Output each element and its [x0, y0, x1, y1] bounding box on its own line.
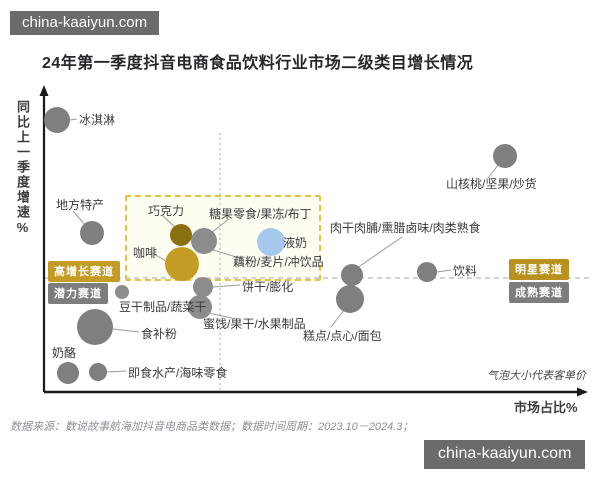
- zone-badge-star: 明星赛道: [509, 259, 569, 280]
- zone-badge-high-growth: 高增长赛道: [48, 261, 120, 282]
- high-growth-zone-box: [125, 195, 321, 281]
- zone-badge-mature: 成熟赛道: [509, 282, 569, 303]
- watermark-bottom-right: china-kaaiyun.com: [424, 440, 586, 469]
- leader-line-preserved-fruit: [207, 312, 233, 319]
- chart-title: 24年第一季度抖音电商食品饮料行业市场二级类目增长情况: [42, 55, 474, 72]
- leader-line-candy-jelly-pudding: [210, 218, 230, 234]
- leader-line-coffee: [151, 252, 167, 262]
- leader-line-chocolate: [162, 215, 177, 229]
- x-axis-arrow-icon: [577, 387, 588, 397]
- leader-line-nuts-roasted: [487, 163, 500, 179]
- leader-line-local-specialty: [72, 210, 87, 227]
- leader-line-ice-cream: [62, 118, 78, 122]
- leader-line-instant-seafood: [106, 370, 127, 373]
- leader-lines-group: [62, 118, 500, 373]
- leader-line-beverage: [436, 269, 452, 273]
- data-source-note: 数据来源：数说故事航海加抖音电商品类数据；数据时间周期：2023.10－2024…: [10, 421, 414, 433]
- leader-line-dried-meat: [356, 236, 403, 269]
- zone-badge-potential: 潜力赛道: [48, 283, 108, 304]
- bubble-size-note: 气泡大小代表客单价: [487, 370, 586, 382]
- leader-line-lotus-oat-drinks: [212, 249, 244, 260]
- x-axis-title: 市场占比%: [514, 400, 578, 415]
- leader-line-pastry-bread: [330, 309, 345, 328]
- leader-line-tonic-powder: [112, 328, 140, 333]
- y-axis-arrow-icon: [39, 85, 49, 96]
- leader-line-biscuit-puffed: [212, 284, 241, 288]
- watermark-top-left: china-kaaiyun.com: [10, 11, 160, 35]
- y-axis-title: 同比上一季度增速%: [15, 100, 30, 237]
